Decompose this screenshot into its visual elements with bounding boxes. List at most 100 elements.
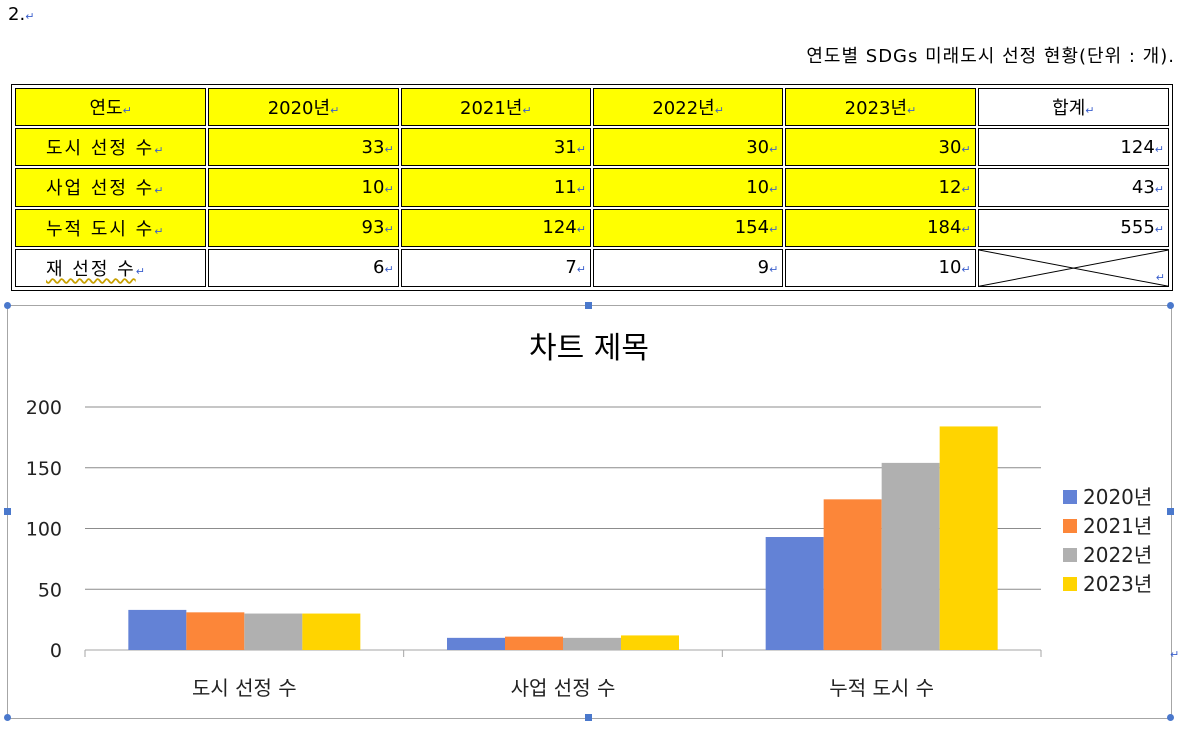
x-category-label: 누적 도시 수 xyxy=(829,676,934,700)
paragraph-mark-icon: ↵ xyxy=(384,263,394,277)
bar[interactable] xyxy=(765,537,824,650)
data-table: 연도↵ 2020년↵ 2021년↵ 2022년↵ 2023년↵ 합계↵ 도시 선… xyxy=(11,84,1173,291)
table-row: 도시 선정 수↵ 33↵ 31↵ 30↵ 30↵ 124↵ xyxy=(15,128,1169,167)
bar[interactable] xyxy=(505,636,563,650)
row-label-cell[interactable]: 사업 선정 수↵ xyxy=(15,168,207,207)
y-tick-label: 0 xyxy=(50,640,62,662)
paragraph-mark-icon: ↵ xyxy=(961,142,971,156)
total-cell[interactable]: 43↵ xyxy=(977,168,1169,207)
total-cell[interactable]: 124↵ xyxy=(977,128,1169,167)
row-label-cell[interactable]: 재 선정 수↵ xyxy=(15,248,207,287)
paragraph-mark-icon: ↵ xyxy=(25,10,35,23)
bar[interactable] xyxy=(302,613,361,650)
value-cell[interactable]: 184↵ xyxy=(785,208,976,247)
paragraph-mark-icon: ↵ xyxy=(769,182,779,196)
header-cell[interactable]: 2022년↵ xyxy=(592,88,784,127)
paragraph-mark-icon: ↵ xyxy=(1085,104,1095,118)
row-label-cell[interactable]: 누적 도시 수↵ xyxy=(15,208,207,247)
table-caption: 연도별 SDGs 미래도시 선정 현황(단위 : 개). xyxy=(806,46,1175,67)
value-cell[interactable]: 11↵ xyxy=(400,168,591,207)
chart-object[interactable]: 차트 제목 0 50 100 150 200 도시 선정 수 사업 선정 수 누적 도시 수 … xyxy=(7,305,1172,719)
value-cell[interactable]: 33↵ xyxy=(208,128,399,167)
x-category-label: 사업 선정 수 xyxy=(511,676,616,700)
paragraph-mark-icon: ↵ xyxy=(576,142,586,156)
diagonal-cross-icon xyxy=(979,250,1168,286)
y-tick-label: 100 xyxy=(26,519,62,541)
paragraph-mark-icon: ↵ xyxy=(907,104,917,118)
value-cell[interactable]: 93↵ xyxy=(208,208,399,247)
legend-label: 2020년 xyxy=(1083,485,1152,509)
paragraph-mark-icon: ↵ xyxy=(769,263,779,277)
paragraph-mark-icon: ↵ xyxy=(1170,648,1180,661)
row-label-cell[interactable]: 도시 선정 수↵ xyxy=(15,128,207,167)
y-tick-label: 200 xyxy=(26,397,62,419)
resize-handle[interactable] xyxy=(1167,714,1174,721)
paragraph-mark-icon: ↵ xyxy=(522,104,532,118)
paragraph-mark-icon: ↵ xyxy=(1154,182,1164,196)
value-cell[interactable]: 30↵ xyxy=(785,128,976,167)
bar[interactable] xyxy=(186,612,245,650)
value-cell[interactable]: 10↵ xyxy=(785,248,976,287)
y-tick-label: 150 xyxy=(26,458,62,480)
paragraph-mark-icon: ↵ xyxy=(384,142,394,156)
header-cell[interactable]: 2021년↵ xyxy=(400,88,591,127)
legend[interactable]: 2020년 2021년 2022년 2023년 xyxy=(1063,485,1152,596)
header-cell[interactable]: 2020년↵ xyxy=(208,88,399,127)
legend-label: 2022년 xyxy=(1083,543,1152,567)
crossed-out-cell[interactable]: ↵ xyxy=(977,248,1169,287)
paragraph-mark-icon: ↵ xyxy=(576,263,586,277)
bar[interactable] xyxy=(939,426,998,650)
bar-series xyxy=(128,426,998,650)
paragraph-mark-icon: ↵ xyxy=(769,223,779,237)
bar[interactable] xyxy=(823,499,882,650)
resize-handle[interactable] xyxy=(4,714,11,721)
value-cell[interactable]: 9↵ xyxy=(592,248,784,287)
legend-label: 2021년 xyxy=(1083,514,1152,538)
paragraph-mark-icon: ↵ xyxy=(330,104,340,118)
resize-handle[interactable] xyxy=(1167,508,1174,515)
value-cell[interactable]: 30↵ xyxy=(592,128,784,167)
section-number: 2.↵ xyxy=(8,4,35,25)
header-cell[interactable]: 2023년↵ xyxy=(785,88,976,127)
resize-handle[interactable] xyxy=(1167,302,1174,309)
paragraph-mark-icon: ↵ xyxy=(961,182,971,196)
value-cell[interactable]: 31↵ xyxy=(400,128,591,167)
header-cell-total[interactable]: 합계↵ xyxy=(977,88,1169,127)
header-cell[interactable]: 연도↵ xyxy=(15,88,207,127)
paragraph-mark-icon: ↵ xyxy=(122,104,132,118)
paragraph-mark-icon: ↵ xyxy=(576,182,586,196)
resize-handle[interactable] xyxy=(4,508,11,515)
bar[interactable] xyxy=(621,635,679,650)
paragraph-mark-icon: ↵ xyxy=(961,223,971,237)
bar[interactable] xyxy=(881,462,940,650)
legend-swatch xyxy=(1063,490,1077,504)
chart-title[interactable]: 차트 제목 xyxy=(529,331,649,366)
bar[interactable] xyxy=(447,637,505,650)
bar[interactable] xyxy=(563,637,621,650)
paragraph-mark-icon: ↵ xyxy=(769,142,779,156)
resize-handle[interactable] xyxy=(585,714,592,721)
bar[interactable] xyxy=(128,609,187,650)
value-cell[interactable]: 10↵ xyxy=(592,168,784,207)
value-cell[interactable]: 7↵ xyxy=(400,248,591,287)
paragraph-mark-icon: ↵ xyxy=(1154,223,1164,237)
table-row: 사업 선정 수↵ 10↵ 11↵ 10↵ 12↵ 43↵ xyxy=(15,168,1169,207)
paragraph-mark-icon: ↵ xyxy=(384,182,394,196)
value-cell[interactable]: 154↵ xyxy=(592,208,784,247)
value-cell[interactable]: 124↵ xyxy=(400,208,591,247)
value-cell[interactable]: 10↵ xyxy=(208,168,399,207)
value-cell[interactable]: 6↵ xyxy=(208,248,399,287)
paragraph-mark-icon: ↵ xyxy=(1154,142,1164,156)
resize-handle[interactable] xyxy=(585,302,592,309)
legend-swatch xyxy=(1063,519,1077,533)
value-cell[interactable]: 12↵ xyxy=(785,168,976,207)
table-header-row: 연도↵ 2020년↵ 2021년↵ 2022년↵ 2023년↵ 합계↵ xyxy=(15,88,1169,127)
paragraph-mark-icon: ↵ xyxy=(384,223,394,237)
bar[interactable] xyxy=(244,613,303,650)
resize-handle[interactable] xyxy=(4,302,11,309)
total-cell[interactable]: 555↵ xyxy=(977,208,1169,247)
paragraph-mark-icon: ↵ xyxy=(1155,271,1165,284)
paragraph-mark-icon: ↵ xyxy=(135,264,147,278)
paragraph-mark-icon: ↵ xyxy=(154,224,166,238)
axes: 0 50 100 150 200 도시 선정 수 사업 선정 수 누적 도시 수 xyxy=(26,397,1042,700)
